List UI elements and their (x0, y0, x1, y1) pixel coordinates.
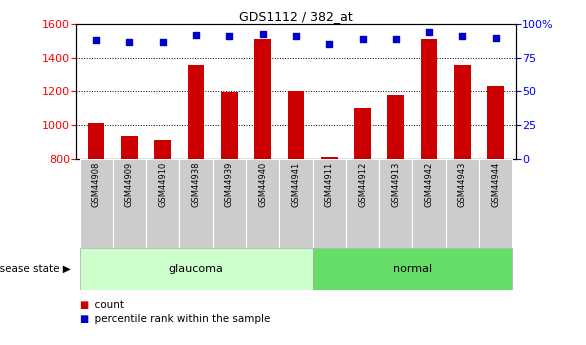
Bar (479, 159, 512, 248)
Point (158, 39, 168, 45)
Bar (113, 159, 146, 248)
Bar (280, 159, 312, 248)
Point (91, 38, 101, 43)
Bar (246, 159, 280, 248)
Text: GSM44913: GSM44913 (391, 161, 400, 207)
Point (424, 29, 434, 35)
Bar (488, 86, 504, 159)
Point (192, 32, 201, 38)
Point (391, 36, 400, 42)
Text: normal: normal (393, 264, 432, 274)
Point (125, 39, 134, 45)
Text: GSM44909: GSM44909 (125, 161, 134, 207)
Text: disease state ▶: disease state ▶ (0, 264, 70, 274)
Point (491, 35, 500, 40)
Text: GSM44942: GSM44942 (425, 161, 434, 207)
Point (258, 31, 267, 36)
Bar (121, 136, 138, 159)
Bar (312, 159, 346, 248)
Bar (413, 159, 446, 248)
Bar (88, 124, 104, 159)
Bar (321, 157, 338, 159)
Bar (80, 159, 113, 248)
Text: GSM44908: GSM44908 (91, 161, 101, 207)
Text: GSM44943: GSM44943 (458, 161, 467, 207)
Text: GSM44941: GSM44941 (291, 161, 301, 207)
Point (325, 41, 334, 47)
Bar (80, 248, 312, 290)
Bar (421, 39, 437, 159)
Bar (379, 159, 413, 248)
Bar (221, 92, 238, 159)
Bar (387, 95, 404, 159)
Bar (254, 39, 271, 159)
Text: GSM44939: GSM44939 (225, 161, 234, 207)
Bar (155, 140, 171, 159)
Text: GSM44911: GSM44911 (325, 161, 333, 207)
Text: count: count (88, 300, 124, 310)
Point (358, 36, 367, 42)
Text: GSM44910: GSM44910 (158, 161, 167, 207)
Point (224, 33, 234, 39)
Text: glaucoma: glaucoma (169, 264, 223, 274)
Bar (179, 159, 213, 248)
Bar (354, 108, 371, 159)
Bar (288, 91, 304, 159)
Text: GSM44912: GSM44912 (358, 161, 367, 207)
Bar (446, 159, 479, 248)
Point (291, 33, 301, 39)
Title: GDS1112 / 382_at: GDS1112 / 382_at (239, 10, 353, 23)
Bar (146, 159, 179, 248)
Bar (454, 65, 471, 159)
Text: percentile rank within the sample: percentile rank within the sample (88, 314, 270, 324)
Bar (312, 248, 512, 290)
Bar (188, 65, 205, 159)
Text: ■: ■ (79, 300, 88, 310)
Text: GSM44938: GSM44938 (192, 161, 200, 207)
Bar (213, 159, 246, 248)
Text: ■: ■ (79, 314, 88, 324)
Text: GSM44940: GSM44940 (258, 161, 267, 207)
Bar (346, 159, 379, 248)
Text: GSM44944: GSM44944 (491, 161, 500, 207)
Point (458, 33, 467, 39)
